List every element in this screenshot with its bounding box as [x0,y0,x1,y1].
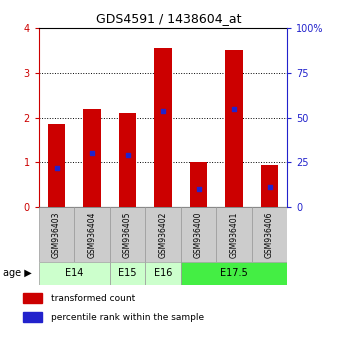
Text: E16: E16 [154,268,172,279]
Bar [225,50,243,207]
Text: GSM936403: GSM936403 [52,211,61,258]
Text: E17.5: E17.5 [220,268,248,279]
Bar [190,161,208,207]
Text: GSM936406: GSM936406 [265,211,274,258]
Bar [23,293,42,303]
Text: transformed count: transformed count [51,294,135,303]
Point [196,187,201,192]
Bar [39,207,74,262]
Bar [110,207,145,262]
Bar [23,312,42,322]
Point [125,153,130,158]
Text: E15: E15 [118,268,137,279]
Text: GDS4591 / 1438604_at: GDS4591 / 1438604_at [96,12,242,25]
Bar [83,109,101,207]
Text: percentile rank within the sample: percentile rank within the sample [51,313,204,322]
Point [54,165,59,171]
Bar [261,165,279,207]
Text: GSM936400: GSM936400 [194,211,203,258]
Bar [252,207,287,262]
Text: E14: E14 [65,268,83,279]
Point [232,106,237,112]
Point [89,151,95,156]
Text: GSM936401: GSM936401 [230,211,239,258]
Bar [110,262,145,285]
Bar [48,124,66,207]
Bar [74,207,110,262]
Bar [39,262,110,285]
Text: GSM936404: GSM936404 [88,211,97,258]
Point [161,108,166,113]
Bar [154,48,172,207]
Bar [145,207,181,262]
Text: GSM936405: GSM936405 [123,211,132,258]
Bar [216,207,252,262]
Text: age ▶: age ▶ [3,268,32,279]
Point [267,184,272,190]
Bar [181,262,287,285]
Bar [181,207,216,262]
Bar [145,262,181,285]
Text: GSM936402: GSM936402 [159,211,168,258]
Bar [119,113,137,207]
